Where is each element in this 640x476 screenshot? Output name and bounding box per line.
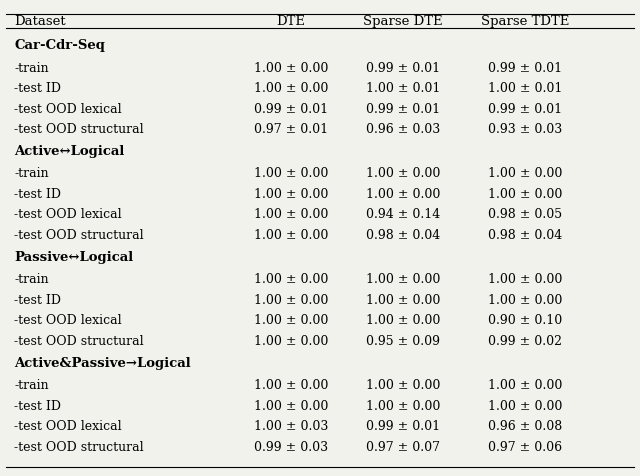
Text: 1.00 ± 0.00: 1.00 ± 0.00: [488, 399, 562, 412]
Text: 0.99 ± 0.03: 0.99 ± 0.03: [254, 440, 328, 453]
Text: -train: -train: [14, 273, 49, 286]
Text: -test ID: -test ID: [14, 188, 61, 200]
Text: -test OOD lexical: -test OOD lexical: [14, 208, 122, 221]
Text: 1.00 ± 0.00: 1.00 ± 0.00: [488, 167, 562, 180]
Text: 1.00 ± 0.00: 1.00 ± 0.00: [254, 228, 328, 241]
Text: 1.00 ± 0.00: 1.00 ± 0.00: [488, 188, 562, 200]
Text: 1.00 ± 0.00: 1.00 ± 0.00: [254, 61, 328, 74]
Text: 0.97 ± 0.06: 0.97 ± 0.06: [488, 440, 562, 453]
Text: 1.00 ± 0.00: 1.00 ± 0.00: [366, 378, 440, 391]
Text: 1.00 ± 0.01: 1.00 ± 0.01: [488, 82, 562, 95]
Text: 0.96 ± 0.03: 0.96 ± 0.03: [366, 123, 440, 136]
Text: -test ID: -test ID: [14, 293, 61, 306]
Text: 0.99 ± 0.01: 0.99 ± 0.01: [366, 61, 440, 74]
Text: Car-Cdr-Seq: Car-Cdr-Seq: [14, 39, 105, 52]
Text: 1.00 ± 0.00: 1.00 ± 0.00: [366, 188, 440, 200]
Text: 0.99 ± 0.01: 0.99 ± 0.01: [254, 102, 328, 115]
Text: 1.00 ± 0.00: 1.00 ± 0.00: [254, 314, 328, 327]
Text: -test OOD lexical: -test OOD lexical: [14, 102, 122, 115]
Text: 0.98 ± 0.04: 0.98 ± 0.04: [366, 228, 440, 241]
Text: -test OOD lexical: -test OOD lexical: [14, 314, 122, 327]
Text: 1.00 ± 0.00: 1.00 ± 0.00: [254, 273, 328, 286]
Text: -train: -train: [14, 61, 49, 74]
Text: 1.00 ± 0.00: 1.00 ± 0.00: [366, 167, 440, 180]
Text: 1.00 ± 0.00: 1.00 ± 0.00: [254, 399, 328, 412]
Text: 0.99 ± 0.01: 0.99 ± 0.01: [366, 102, 440, 115]
Text: 1.00 ± 0.00: 1.00 ± 0.00: [488, 293, 562, 306]
Text: Sparse TDTE: Sparse TDTE: [481, 15, 569, 29]
Text: Active↔Logical: Active↔Logical: [14, 145, 124, 158]
Text: 1.00 ± 0.00: 1.00 ± 0.00: [366, 314, 440, 327]
Text: Sparse DTE: Sparse DTE: [364, 15, 443, 29]
Text: 1.00 ± 0.00: 1.00 ± 0.00: [366, 293, 440, 306]
Text: 0.96 ± 0.08: 0.96 ± 0.08: [488, 419, 562, 432]
Text: -test OOD lexical: -test OOD lexical: [14, 419, 122, 432]
Text: 1.00 ± 0.00: 1.00 ± 0.00: [254, 82, 328, 95]
Text: 1.00 ± 0.00: 1.00 ± 0.00: [254, 378, 328, 391]
Text: 0.99 ± 0.01: 0.99 ± 0.01: [488, 102, 562, 115]
Text: 0.97 ± 0.01: 0.97 ± 0.01: [254, 123, 328, 136]
Text: 0.93 ± 0.03: 0.93 ± 0.03: [488, 123, 562, 136]
Text: Passive↔Logical: Passive↔Logical: [14, 250, 133, 264]
Text: 0.90 ± 0.10: 0.90 ± 0.10: [488, 314, 562, 327]
Text: -train: -train: [14, 167, 49, 180]
Text: 0.98 ± 0.05: 0.98 ± 0.05: [488, 208, 562, 221]
Text: 0.99 ± 0.01: 0.99 ± 0.01: [488, 61, 562, 74]
Text: Dataset: Dataset: [14, 15, 66, 29]
Text: 0.97 ± 0.07: 0.97 ± 0.07: [366, 440, 440, 453]
Text: 1.00 ± 0.03: 1.00 ± 0.03: [254, 419, 328, 432]
Text: 1.00 ± 0.00: 1.00 ± 0.00: [254, 334, 328, 347]
Text: Active&Passive→Logical: Active&Passive→Logical: [14, 356, 191, 369]
Text: 1.00 ± 0.00: 1.00 ± 0.00: [254, 167, 328, 180]
Text: 0.95 ± 0.09: 0.95 ± 0.09: [366, 334, 440, 347]
Text: 0.94 ± 0.14: 0.94 ± 0.14: [366, 208, 440, 221]
Text: 1.00 ± 0.00: 1.00 ± 0.00: [254, 293, 328, 306]
Text: 1.00 ± 0.00: 1.00 ± 0.00: [254, 208, 328, 221]
Text: 1.00 ± 0.00: 1.00 ± 0.00: [366, 273, 440, 286]
Text: -test OOD structural: -test OOD structural: [14, 334, 144, 347]
Text: 1.00 ± 0.00: 1.00 ± 0.00: [254, 188, 328, 200]
Text: -train: -train: [14, 378, 49, 391]
Text: 0.99 ± 0.02: 0.99 ± 0.02: [488, 334, 562, 347]
Text: 0.99 ± 0.01: 0.99 ± 0.01: [366, 419, 440, 432]
Text: 1.00 ± 0.00: 1.00 ± 0.00: [366, 399, 440, 412]
Text: DTE: DTE: [276, 15, 306, 29]
Text: 1.00 ± 0.00: 1.00 ± 0.00: [488, 273, 562, 286]
Text: 0.98 ± 0.04: 0.98 ± 0.04: [488, 228, 562, 241]
Text: -test ID: -test ID: [14, 82, 61, 95]
Text: 1.00 ± 0.01: 1.00 ± 0.01: [366, 82, 440, 95]
Text: -test OOD structural: -test OOD structural: [14, 440, 144, 453]
Text: -test OOD structural: -test OOD structural: [14, 123, 144, 136]
Text: -test ID: -test ID: [14, 399, 61, 412]
Text: -test OOD structural: -test OOD structural: [14, 228, 144, 241]
Text: 1.00 ± 0.00: 1.00 ± 0.00: [488, 378, 562, 391]
